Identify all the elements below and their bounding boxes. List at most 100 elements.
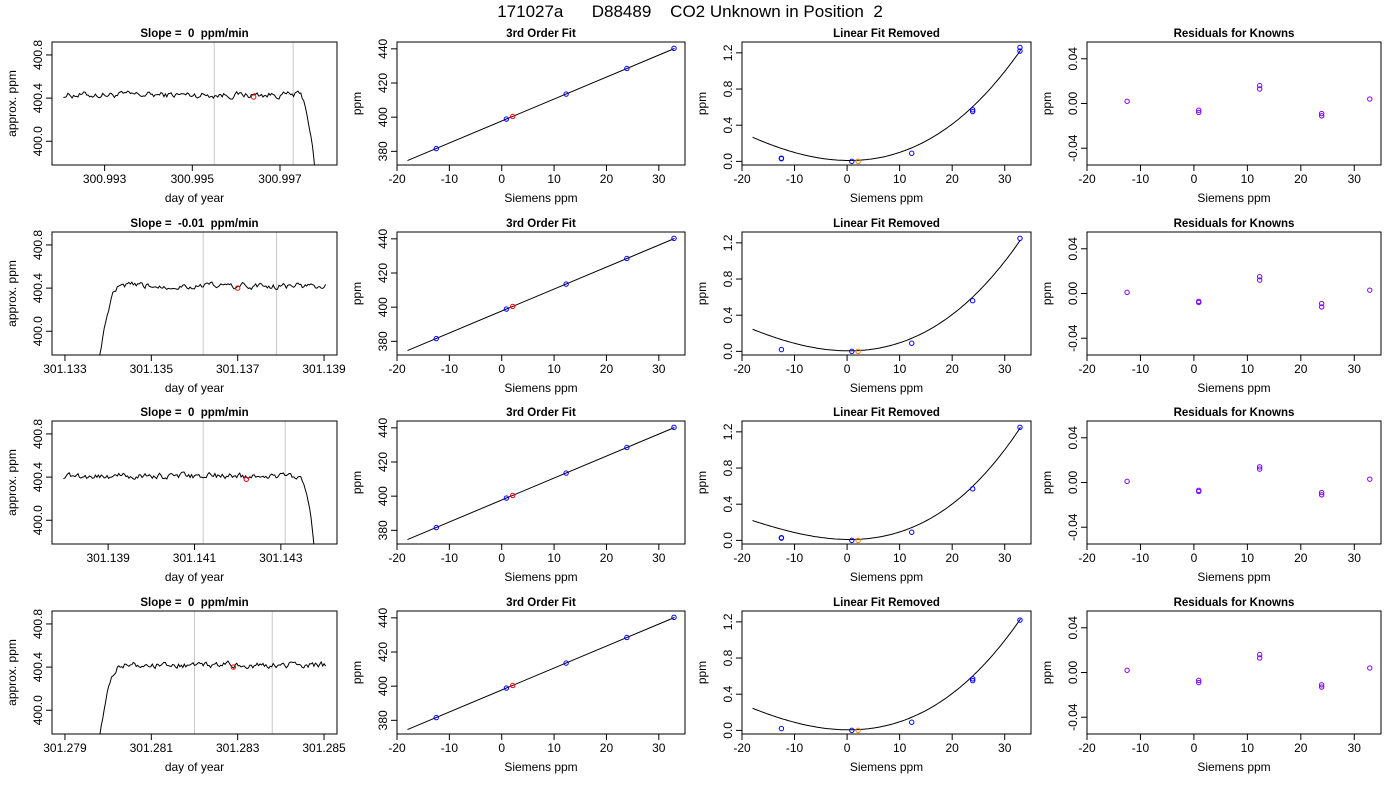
known-point [433,524,439,531]
y-tick-label: 380 [376,520,390,540]
y-tick-label: 0.04 [1066,426,1080,450]
panel-title: Linear Fit Removed [833,597,940,609]
x-axis-label: Siemens ppm [1197,760,1270,774]
unknown-point [510,303,516,310]
residual-point [1318,682,1325,688]
plot-frame [51,420,338,545]
panel-title: Residuals for Knowns [1174,28,1295,40]
y-axis-label: approx. ppm [5,260,19,327]
y-tick-label: 420 [376,642,390,662]
x-tick-label: 301.143 [259,551,303,565]
y-axis-label: approx. ppm [5,449,19,516]
x-tick-label: 301.279 [43,741,87,755]
unknown-point [243,476,250,482]
known-point [909,529,915,535]
panel-title: 3rd Order Fit [506,218,576,230]
x-axis-label: day of year [165,191,224,205]
measurement-trace [99,660,327,734]
known-point [503,495,510,501]
residual-point [1367,665,1373,671]
known-point [624,634,630,641]
x-tick-label: -20 [388,362,406,376]
panel-2-2: Linear Fit Removed Siemens ppm ppm -20 -10 0 1… [695,407,1032,584]
x-tick-label: 10 [1241,172,1255,186]
plot-area [752,239,1021,352]
known-point [563,281,569,287]
y-tick-label: 0.04 [1066,237,1080,261]
panel-2-3: Residuals for Knowns Siemens ppm ppm -20 -10… [1040,407,1382,584]
plot-area [752,50,1021,161]
x-tick-label: -10 [441,741,459,755]
y-tick-label: 400 [376,486,390,506]
y-tick-label: 1.2 [721,613,735,630]
panel-title: Slope = 0 ppm/min [140,597,248,609]
plot-area [407,238,675,352]
unknown-point [510,682,516,689]
plot-area [99,611,327,734]
panel-title: Residuals for Knowns [1174,218,1295,230]
y-tick-label: 0.8 [721,649,735,666]
x-tick-label: 10 [547,362,561,376]
x-axis-label: Siemens ppm [504,381,577,395]
known-point [671,614,677,621]
x-tick-label: 10 [547,741,561,755]
y-axis-label: ppm [695,92,709,115]
x-tick-label: 30 [1348,741,1362,755]
y-tick-label: 0.00 [1066,660,1080,684]
x-tick-label: -20 [1078,362,1096,376]
y-tick-label: 440 [376,229,390,249]
x-tick-label: 30 [998,172,1012,186]
known-point [503,116,510,122]
fit-curve [752,239,1021,352]
plot-area [63,42,315,165]
x-tick-label: 30 [1348,551,1362,565]
panel-title: Linear Fit Removed [833,28,940,40]
y-tick-label: 400.4 [31,652,45,682]
panel-title: Residuals for Knowns [1174,597,1295,609]
y-tick-label: 400.4 [31,83,45,113]
panel-title: Linear Fit Removed [833,407,940,419]
unknown-point [855,348,861,355]
y-tick-label: 0.0 [721,532,735,549]
unknown-point [855,727,861,734]
x-tick-label: 10 [1241,551,1255,565]
residual-point [1318,492,1325,498]
known-point [563,470,569,476]
x-tick-label: 20 [1294,551,1308,565]
known-point [969,677,976,684]
known-point [433,145,439,152]
fit-line [407,238,675,352]
x-axis-label: Siemens ppm [504,760,577,774]
known-point [778,725,785,732]
residual-point [1124,98,1130,104]
y-axis-label: ppm [695,471,709,494]
x-tick-label: -20 [1078,172,1096,186]
plot-frame [396,231,686,356]
x-tick-label: 20 [946,172,960,186]
plot-frame [741,41,1032,166]
known-point [909,719,915,725]
y-tick-label: 400 [376,107,390,127]
panel-1-2: Linear Fit Removed Siemens ppm ppm -20 -10 0 1… [695,218,1032,395]
x-tick-label: -10 [786,172,804,186]
x-tick-label: 20 [600,551,614,565]
known-point [563,660,569,666]
y-axis-label: ppm [350,282,364,305]
x-tick-label: -10 [441,551,459,565]
x-axis-label: day of year [165,381,224,395]
y-tick-label: 440 [376,608,390,628]
y-tick-label: 400.8 [31,230,45,260]
y-tick-label: 0.4 [721,117,735,134]
plot-frame [741,610,1032,735]
unknown-point [234,285,241,291]
y-tick-label: 400.0 [31,505,45,535]
x-tick-label: 20 [600,362,614,376]
x-tick-label: 301.141 [173,551,217,565]
known-point [969,298,976,304]
x-axis-label: Siemens ppm [504,570,577,584]
known-point [969,107,976,113]
y-tick-label: 380 [376,331,390,351]
unknown-point [510,113,516,120]
x-tick-label: 30 [998,362,1012,376]
x-tick-label: 301.281 [130,741,174,755]
